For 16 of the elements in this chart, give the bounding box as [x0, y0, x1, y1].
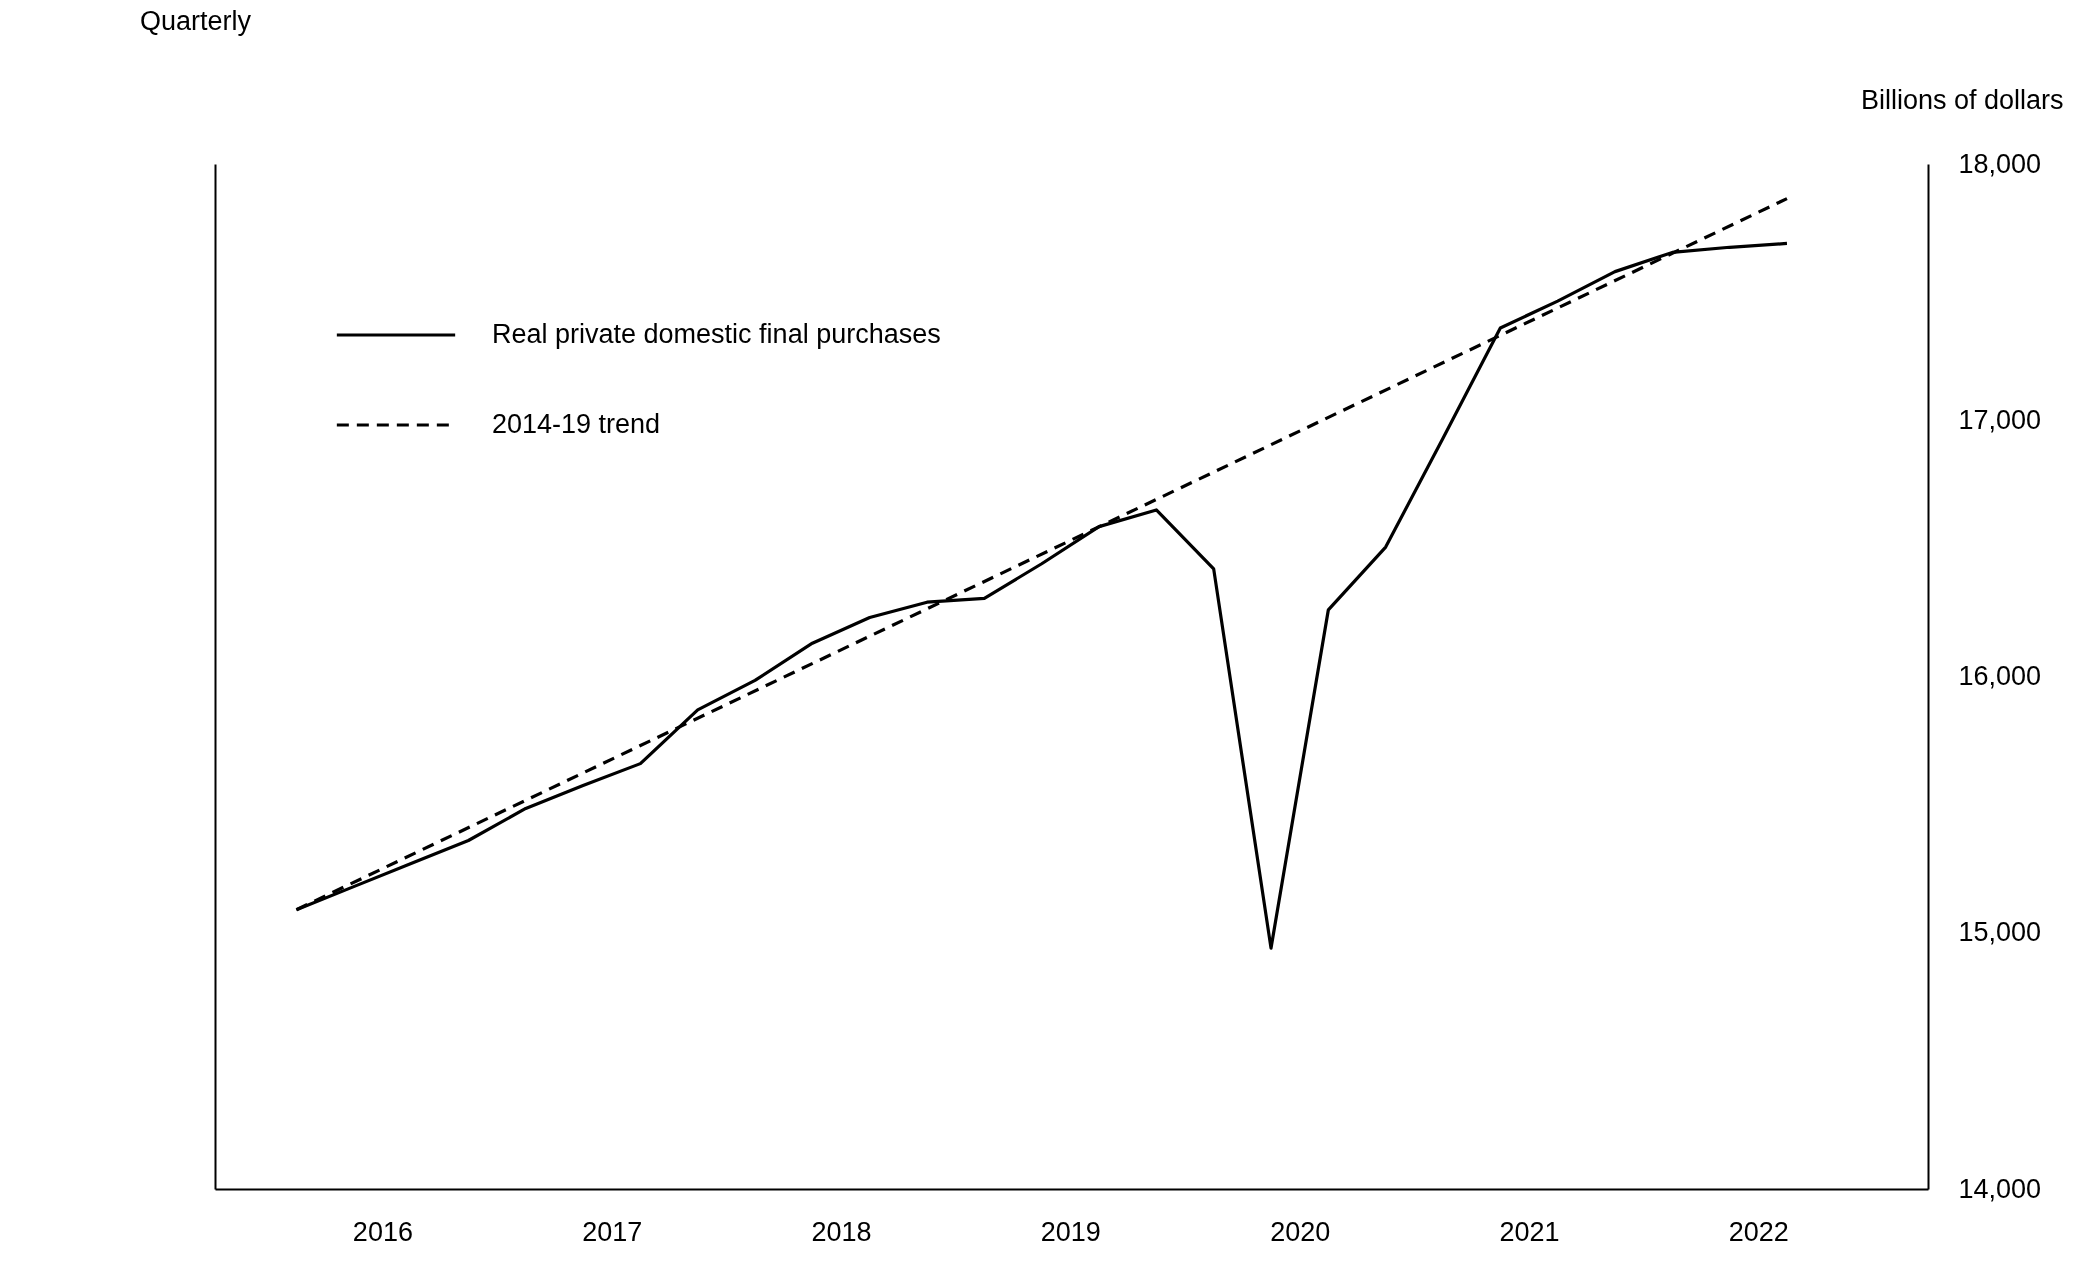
y-tick-label: 14,000 [1958, 1173, 2042, 1204]
legend-label: Real private domestic final purchases [492, 319, 941, 349]
x-tick-label: 2019 [1040, 1216, 1101, 1247]
x-tick-label: 2016 [352, 1216, 413, 1247]
y-tick-label: 15,000 [1958, 917, 2042, 948]
y-axis-title: Billions of dollars [1860, 84, 2064, 115]
y-tick-label: 18,000 [1958, 148, 2042, 179]
x-tick-label: 2021 [1499, 1216, 1560, 1247]
y-tick-label: 17,000 [1958, 404, 2042, 435]
y-tick-label: 16,000 [1958, 661, 2042, 691]
x-tick-label: 2022 [1728, 1216, 1789, 1247]
x-tick-label: 2017 [582, 1216, 643, 1247]
x-tick-label: 2018 [811, 1216, 872, 1247]
text: Quarterly [140, 6, 252, 36]
x-tick-label: 2020 [1270, 1216, 1331, 1247]
legend-label: 2014-19 trend [492, 409, 661, 439]
